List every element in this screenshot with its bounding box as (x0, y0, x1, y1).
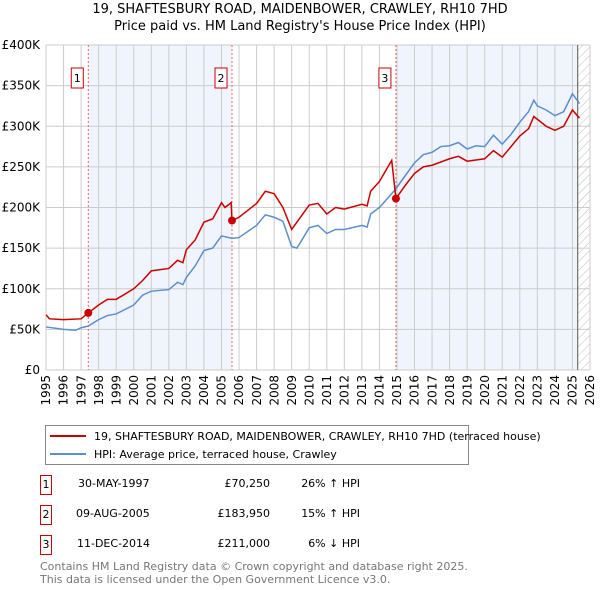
transaction-row: 1 30-MAY-1997 £70,250 26% ↑ HPI (40, 475, 380, 497)
legend: 19, SHAFTESBURY ROAD, MAIDENBOWER, CRAWL… (45, 425, 541, 465)
x-tick-label: 2010 (302, 375, 316, 406)
x-tick-label: 1999 (109, 375, 123, 406)
sale-label: 2 (218, 72, 225, 85)
x-tick-label: 1995 (39, 375, 53, 406)
x-tick-label: 1997 (74, 375, 88, 406)
sale-label-box (378, 67, 392, 89)
y-tick-label: £150K (2, 241, 42, 255)
x-tick-label: 2012 (338, 375, 352, 406)
property-price-line (45, 108, 581, 321)
sale-label: 1 (74, 72, 81, 85)
y-tick-label: £300K (2, 119, 42, 133)
x-tick-label: 2000 (127, 375, 141, 406)
x-tick-label: 2006 (232, 375, 246, 406)
x-tick-label: 2017 (425, 375, 439, 406)
marker-badge: 1 (40, 475, 52, 495)
sale-point (391, 194, 400, 203)
legend-item-hpi: HPI: Average price, terraced house, Craw… (46, 445, 337, 463)
x-tick-label: 2022 (513, 375, 527, 406)
x-tick-label: 2018 (443, 375, 457, 406)
price: £183,950 (217, 507, 271, 520)
x-tick-label: 2019 (460, 375, 474, 406)
x-tick-label: 2002 (162, 375, 176, 406)
marker-badge: 2 (40, 505, 52, 525)
price: £70,250 (224, 477, 271, 490)
x-tick-label: 2025 (566, 375, 580, 406)
sale-label: 3 (381, 72, 388, 85)
y-tick-label: £250K (2, 160, 42, 174)
footer: Contains HM Land Registry data © Crown c… (40, 560, 468, 586)
x-tick-label: 2008 (267, 375, 281, 406)
y-tick-label: £350K (2, 79, 42, 93)
x-tick-label: 2023 (531, 375, 545, 406)
x-tick-label: 2021 (495, 375, 509, 406)
y-tick-label: £200K (2, 201, 42, 215)
legend-label: HPI: Average price, terraced house, Craw… (94, 447, 337, 461)
price-chart: 1995 1996 1997 1998 1999 2000 2001 2002 2003 2004… (2, 38, 598, 406)
x-tick-label: 2020 (478, 375, 492, 406)
x-tick-label: 2005 (215, 375, 229, 406)
marker-badge: 3 (40, 535, 52, 555)
sale-label-box (70, 67, 84, 89)
x-tick-label: 1998 (92, 375, 106, 406)
x-tick-label: 2011 (320, 375, 334, 406)
hpi-diff: 15% ↑ HPI (301, 507, 360, 520)
y-tick-label: £400K (2, 38, 42, 52)
x-tick-label: 2015 (390, 375, 404, 406)
x-tick-label: 1996 (57, 375, 71, 406)
transaction-row: 2 09-AUG-2005 £183,950 15% ↑ HPI (40, 505, 380, 527)
hpi-line (45, 92, 581, 331)
y-tick-label: £0 (25, 363, 40, 377)
hpi-diff: 26% ↑ HPI (301, 477, 360, 490)
x-tick-label: 2013 (355, 375, 369, 406)
date: 11-DEC-2014 (77, 537, 151, 550)
sale-point (84, 308, 93, 317)
x-tick-label: 2007 (250, 375, 264, 406)
y-tick-label: £50K (9, 322, 41, 336)
x-tick-label: 2024 (548, 375, 562, 406)
legend-item-property: 19, SHAFTESBURY ROAD, MAIDENBOWER, CRAWL… (46, 427, 541, 445)
date: 30-MAY-1997 (78, 477, 150, 490)
x-tick-label: 2004 (197, 375, 211, 406)
sale-point (228, 216, 237, 225)
date: 09-AUG-2005 (76, 507, 150, 520)
price: £211,000 (217, 537, 271, 550)
footer-line: This data is licensed under the Open Gov… (40, 573, 391, 586)
x-tick-label: 2014 (373, 375, 387, 406)
x-tick-label: 2003 (180, 375, 194, 406)
x-tick-label: 2026 (583, 375, 597, 406)
y-tick-label: £100K (2, 282, 42, 296)
chart-title: 19, SHAFTESBURY ROAD, MAIDENBOWER, CRAWL… (92, 2, 508, 17)
hpi-diff: 6% ↓ HPI (308, 537, 360, 550)
footer-line: Contains HM Land Registry data © Crown c… (40, 560, 468, 573)
x-tick-label: 2009 (285, 375, 299, 406)
x-tick-label: 2001 (144, 375, 158, 406)
x-tick-label: 2016 (408, 375, 422, 406)
chart-subtitle: Price paid vs. HM Land Registry's House … (114, 19, 486, 34)
transaction-row: 3 11-DEC-2014 £211,000 6% ↓ HPI (40, 535, 380, 557)
legend-label: 19, SHAFTESBURY ROAD, MAIDENBOWER, CRAWL… (94, 429, 541, 443)
sale-label-box (214, 67, 228, 89)
